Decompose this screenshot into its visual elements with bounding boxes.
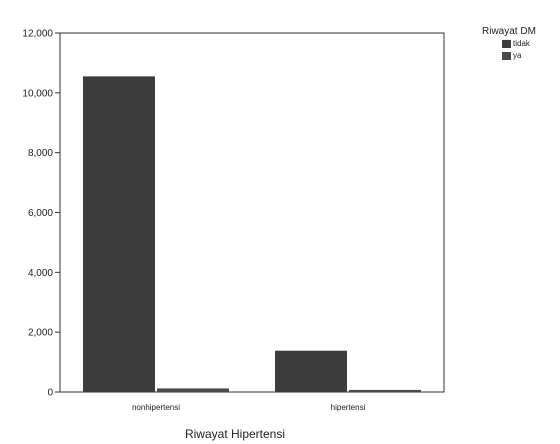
y-tick-label: 8,000: [28, 148, 53, 159]
y-tick-label: 12,000: [22, 29, 53, 40]
y-tick-label: 0: [47, 388, 53, 399]
bar-tidak-nonhipertensi: [83, 76, 155, 393]
bar-ya-hipertensi: [349, 389, 421, 392]
y-axis: 0 2,000 4,000 6,000 8,000 10,000 12,000: [22, 29, 60, 399]
legend-label-tidak: tidak: [513, 39, 530, 48]
y-tick-label: 6,000: [28, 208, 53, 219]
legend-item-ya: ya: [502, 50, 536, 61]
bar-ya-nonhipertensi: [157, 388, 229, 392]
y-tick-label: 2,000: [28, 328, 53, 339]
x-tick-label: nonhipertensi: [132, 403, 180, 412]
legend-swatch-ya: [502, 51, 511, 60]
x-tick-label: hipertensi: [331, 403, 366, 412]
x-axis-title: Riwayat Hipertensi: [185, 427, 285, 441]
y-tick-label: 4,000: [28, 268, 53, 279]
bar-tidak-hipertensi: [275, 350, 347, 392]
y-tick-label: 10,000: [22, 88, 53, 99]
legend-item-tidak: tidak: [502, 38, 536, 49]
bars: [83, 76, 421, 393]
legend-label-ya: ya: [513, 51, 522, 60]
legend: Riwayat DM tidak ya: [482, 26, 536, 61]
x-axis: nonhipertensi hipertensi: [132, 403, 366, 412]
legend-title: Riwayat DM: [482, 26, 536, 37]
legend-swatch-tidak: [502, 39, 511, 48]
